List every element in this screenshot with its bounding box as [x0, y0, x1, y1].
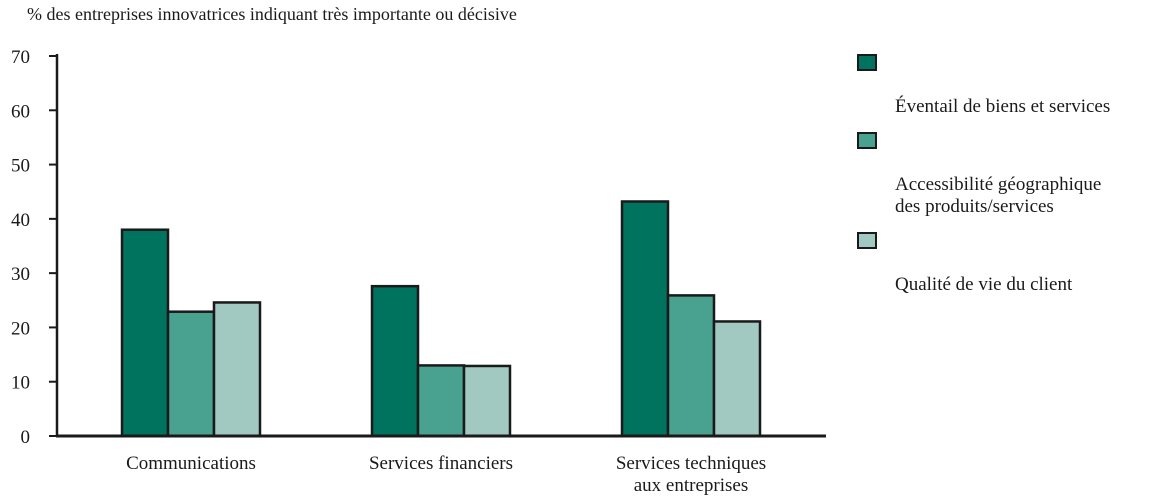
bar-s1-c0	[166, 310, 216, 438]
legend: Éventail de biens et services Accessibil…	[857, 52, 1110, 308]
category-label-1: Services financiers	[369, 453, 513, 474]
y-tick-label-70: 70	[11, 47, 30, 68]
legend-label-2: Qualité de vie du client	[895, 274, 1073, 295]
y-axis-title: % des entreprises innovatrices indiquant…	[27, 4, 517, 24]
y-tick-label-50: 50	[11, 156, 30, 177]
bar-s0-c0	[120, 228, 170, 438]
bar-s2-c1	[462, 364, 512, 438]
legend-swatch-1	[857, 132, 877, 149]
y-tick-label-40: 40	[11, 210, 30, 231]
y-tick-label-60: 60	[11, 101, 30, 122]
category-label-0: Communications	[126, 453, 256, 474]
bar-s1-c2	[666, 294, 716, 438]
legend-swatch-2	[857, 232, 877, 249]
category-label-2: Services techniques aux entreprises	[616, 453, 766, 496]
bar-s2-c2	[712, 320, 762, 438]
y-tick-label-10: 10	[11, 373, 30, 394]
legend-label-0: Éventail de biens et services	[895, 96, 1111, 117]
bar-s1-c1	[416, 364, 466, 438]
bar-s2-c0	[212, 301, 262, 438]
legend-item-1: Accessibilité géographique des produits/…	[857, 130, 1110, 218]
bar-s0-c1	[370, 284, 420, 438]
y-tick-label-0: 0	[21, 427, 31, 448]
legend-swatch-0	[857, 54, 877, 71]
y-tick-label-20: 20	[11, 318, 30, 339]
legend-label-1: Accessibilité géographique des produits/…	[895, 174, 1102, 217]
y-tick-label-30: 30	[11, 264, 30, 285]
legend-item-2: Qualité de vie du client	[857, 230, 1110, 296]
legend-item-0: Éventail de biens et services	[857, 52, 1110, 118]
bar-s0-c2	[620, 200, 670, 438]
